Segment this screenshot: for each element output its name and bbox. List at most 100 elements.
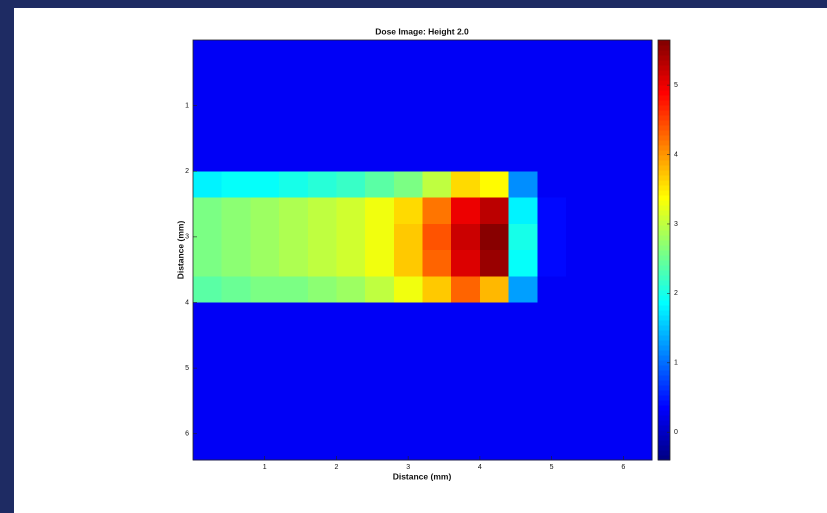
colorbar-segment — [658, 240, 670, 246]
colorbar-segment — [658, 220, 670, 226]
colorbar-segment — [658, 125, 670, 131]
colorbar-segment — [658, 300, 670, 306]
heat-cell — [193, 223, 223, 251]
heat-cell — [508, 407, 538, 435]
heat-cell — [250, 92, 280, 120]
heat-cell — [508, 328, 538, 356]
heat-cell — [479, 223, 510, 251]
heat-cell — [508, 433, 538, 461]
heat-cell — [594, 197, 624, 225]
heat-cell — [479, 171, 510, 198]
heat-cell — [623, 145, 653, 172]
colorbar-segment — [658, 410, 670, 416]
heat-cell — [193, 302, 223, 330]
colorbar-segment — [658, 415, 670, 421]
heat-cell — [393, 145, 423, 172]
heat-cell — [565, 276, 596, 303]
heat-cell — [451, 171, 481, 198]
heat-cell — [250, 197, 280, 225]
heat-cell — [221, 118, 251, 146]
heat-cell — [451, 328, 481, 356]
colorbar-segment — [658, 320, 670, 326]
heat-cell — [537, 276, 567, 303]
heat-cell — [250, 40, 280, 67]
heat-cell — [193, 92, 223, 120]
heat-cell — [221, 250, 251, 277]
colorbar-segment — [658, 110, 670, 116]
heat-cell — [365, 328, 395, 356]
colorbar-segment — [658, 210, 670, 216]
colorbar-segment — [658, 155, 670, 161]
heat-cell — [279, 250, 309, 277]
heat-cell — [336, 381, 366, 408]
heat-cell — [537, 92, 567, 120]
colorbar-segment — [658, 130, 670, 136]
colorbar-segment — [658, 390, 670, 396]
y-tick-label: 6 — [185, 431, 189, 438]
colorbar-segment — [658, 215, 670, 221]
heat-cell — [221, 92, 251, 120]
heat-cell — [422, 302, 452, 330]
heat-cell — [594, 171, 624, 198]
colorbar-segment — [658, 425, 670, 431]
heat-cell — [565, 197, 596, 225]
heat-cell — [422, 355, 452, 382]
heat-cell — [336, 407, 366, 435]
heat-cell — [623, 250, 653, 277]
heat-cell — [565, 66, 596, 93]
colorbar-segment — [658, 315, 670, 321]
heat-cell — [336, 118, 366, 146]
heat-cell — [307, 197, 337, 225]
heat-cell — [221, 197, 251, 225]
x-axis-label: Distance (mm) — [393, 471, 452, 481]
colorbar-segment — [658, 370, 670, 376]
heat-cell — [250, 276, 280, 303]
heat-cell — [307, 40, 337, 67]
heat-cell — [336, 40, 366, 67]
colorbar-segment — [658, 345, 670, 351]
heat-cell — [307, 328, 337, 356]
heat-cell — [193, 145, 223, 172]
heat-cell — [594, 66, 624, 93]
heat-cell — [565, 171, 596, 198]
colorbar-segment — [658, 405, 670, 411]
heat-cell — [307, 433, 337, 461]
heat-cell — [279, 66, 309, 93]
colorbar-segment — [658, 335, 670, 341]
heat-cell — [393, 171, 423, 198]
heat-cell — [565, 407, 596, 435]
colorbar-segment — [658, 60, 670, 66]
heat-cell — [508, 171, 538, 198]
heat-cell — [250, 302, 280, 330]
colorbar-segment — [658, 120, 670, 126]
heat-cell — [565, 433, 596, 461]
heat-cell — [537, 302, 567, 330]
heat-cell — [623, 328, 653, 356]
colorbar-segment — [658, 50, 670, 56]
heat-cell — [193, 276, 223, 303]
heat-cell — [365, 197, 395, 225]
heat-cell — [508, 197, 538, 225]
heat-cell — [193, 355, 223, 382]
colorbar-segment — [658, 135, 670, 141]
heat-cell — [537, 328, 567, 356]
colorbar-segment — [658, 235, 670, 241]
heat-cell — [594, 407, 624, 435]
heat-cell — [422, 433, 452, 461]
heat-cell — [451, 197, 481, 225]
heat-cell — [508, 223, 538, 251]
heat-cell — [307, 92, 337, 120]
heat-cell — [537, 381, 567, 408]
heat-cell — [307, 145, 337, 172]
heat-cell — [537, 250, 567, 277]
heat-cell — [365, 92, 395, 120]
heat-cell — [307, 223, 337, 251]
heat-cell — [393, 355, 423, 382]
heat-cell — [193, 407, 223, 435]
heat-cell — [307, 171, 337, 198]
heat-cell — [221, 328, 251, 356]
heat-cell — [336, 433, 366, 461]
heat-cell — [479, 328, 510, 356]
